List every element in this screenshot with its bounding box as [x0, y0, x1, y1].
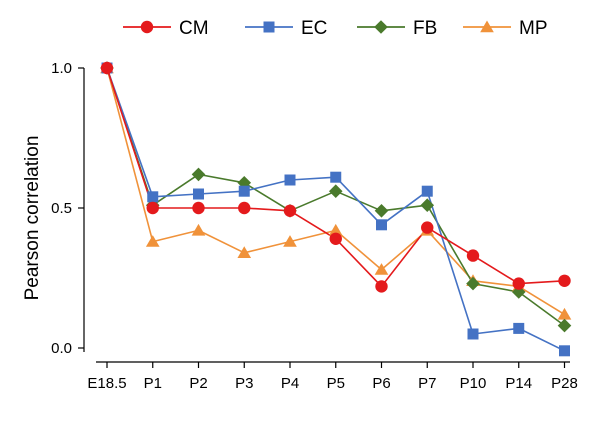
y-tick-label: 1.0 — [51, 60, 72, 77]
axes: 0.0 0.5 1.0 E18.5 P1 P2 P3 P4 P5 P6 P7 P10 P14 P28 P… — [22, 60, 578, 392]
x-tick-label: P3 — [235, 375, 253, 392]
plot-area — [100, 61, 572, 357]
data-point-ec — [147, 191, 159, 203]
legend-label-ec: EC — [301, 18, 327, 39]
legend-label-fb: FB — [413, 18, 437, 39]
y-axis-label: Pearson correlation — [22, 136, 43, 301]
y-ticks: 0.0 0.5 1.0 — [51, 60, 84, 357]
legend-label-cm: CM — [179, 18, 209, 39]
data-point-cm — [512, 277, 525, 290]
legend-label-mp: MP — [519, 18, 548, 39]
data-point-ec — [559, 345, 570, 357]
data-point-cm — [146, 201, 159, 215]
data-point-fb — [511, 285, 526, 299]
data-point-ec — [238, 185, 250, 197]
data-point-cm — [283, 204, 297, 217]
data-point-cm — [558, 274, 571, 287]
legend-marker-fb — [374, 20, 388, 34]
y-tick-label: 0.5 — [51, 200, 72, 217]
data-point-ec — [284, 174, 296, 186]
x-tick-label: P10 — [460, 375, 487, 392]
data-point-ec — [421, 185, 433, 197]
data-point-ec — [467, 328, 479, 340]
data-point-cm — [466, 249, 480, 262]
data-point-fb — [374, 204, 389, 218]
x-ticks: E18.5 P1 P2 P3 P4 P5 P6 P7 P10 P14 P28 — [87, 362, 578, 392]
data-point-ec — [193, 188, 204, 200]
series-line-ec — [106, 67, 565, 352]
y-tick-label: 0.0 — [51, 340, 72, 357]
data-point-mp — [237, 246, 252, 258]
x-tick-label: P4 — [281, 375, 299, 392]
data-point-cm — [238, 201, 251, 215]
data-point-cm — [421, 221, 434, 234]
legend-marker-ec — [263, 21, 275, 33]
data-point-fb — [557, 318, 572, 333]
data-point-fb — [466, 276, 480, 291]
data-point-mp — [191, 223, 206, 236]
data-point-fb — [191, 167, 206, 182]
x-tick-label: P7 — [418, 375, 436, 392]
data-point-mp — [557, 307, 572, 320]
data-point-fb — [328, 184, 343, 198]
data-point-mp — [374, 263, 389, 275]
data-point-cm — [375, 280, 388, 293]
legend-marker-mp — [480, 20, 494, 33]
x-tick-label: P6 — [372, 375, 390, 392]
data-point-ec — [513, 322, 525, 334]
data-point-mp — [145, 235, 160, 247]
legend-marker-cm — [140, 20, 154, 34]
legend: CM EC FB MP — [123, 18, 548, 39]
x-tick-label: P2 — [189, 375, 207, 392]
data-point-mp — [328, 223, 343, 236]
data-point-cm — [100, 61, 114, 75]
data-point-cm — [192, 201, 205, 215]
x-tick-label: P5 — [327, 375, 345, 392]
data-point-ec — [376, 219, 387, 231]
x-tick-label: E18.5 — [87, 375, 126, 392]
data-point-fb — [420, 198, 435, 212]
data-point-mp — [283, 235, 297, 247]
data-point-ec — [330, 171, 342, 183]
x-tick-label: P14 — [505, 375, 532, 392]
data-point-cm — [329, 232, 342, 245]
x-tick-label: P28 — [551, 375, 578, 392]
x-tick-label: P1 — [144, 375, 162, 392]
